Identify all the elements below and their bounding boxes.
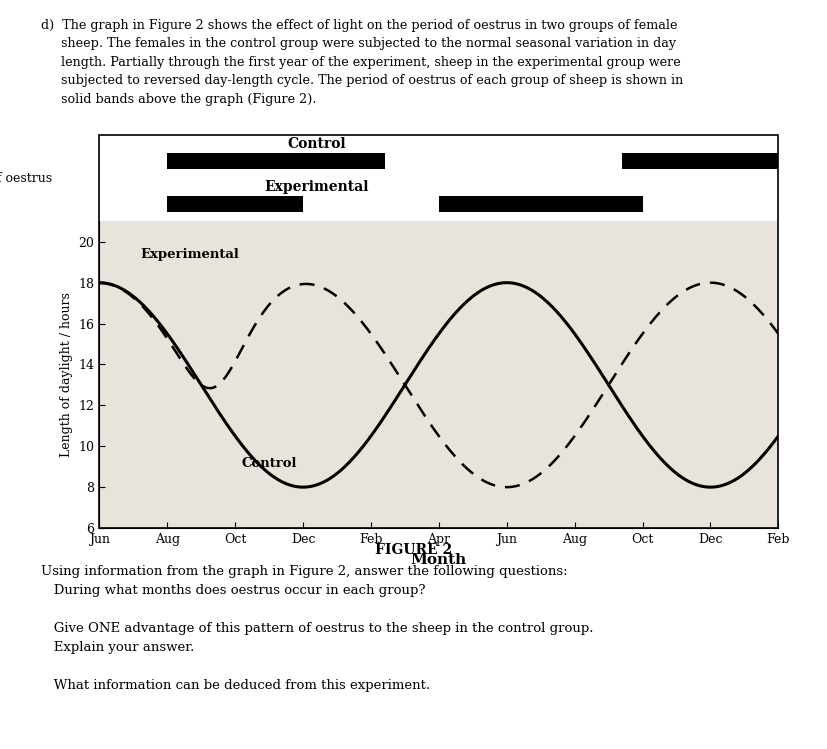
Text: Control: Control [287, 136, 346, 151]
Text: Control: Control [241, 457, 297, 470]
Bar [438, 196, 642, 212]
Bar [167, 196, 303, 212]
Text: Experimental: Experimental [140, 248, 239, 261]
Bar [621, 153, 777, 169]
Text: d)  The graph in Figure 2 shows the effect of light on the period of oestrus in : d) The graph in Figure 2 shows the effec… [41, 19, 683, 106]
X-axis label: Month: Month [410, 553, 466, 567]
Text: FIGURE 2: FIGURE 2 [375, 543, 452, 557]
Text: Experimental: Experimental [264, 180, 369, 194]
Text: Using information from the graph in Figure 2, answer the following questions:
  : Using information from the graph in Figu… [41, 565, 593, 693]
Y-axis label: Length of daylight / hours: Length of daylight / hours [60, 292, 73, 457]
Text: Periods of oestrus: Periods of oestrus [0, 172, 52, 184]
Bar [167, 153, 384, 169]
